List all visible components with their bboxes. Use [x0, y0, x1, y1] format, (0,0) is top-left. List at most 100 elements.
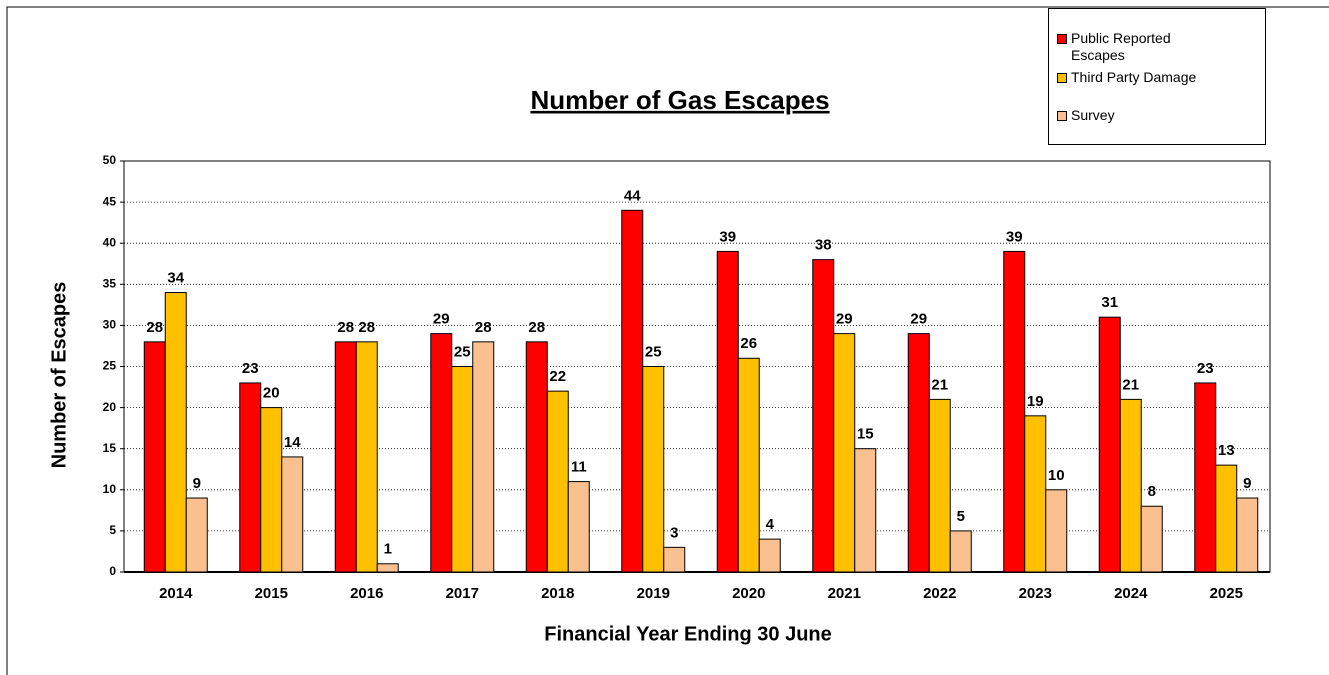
- bar: [928, 398, 951, 573]
- data-label: 39: [1006, 228, 1023, 245]
- bar: [833, 333, 856, 573]
- data-label: 28: [146, 319, 163, 336]
- data-label: 21: [931, 376, 948, 393]
- x-axis-label: Financial Year Ending 30 June: [544, 623, 832, 645]
- bar: [430, 333, 453, 573]
- bar: [185, 497, 208, 573]
- legend-swatch: [1057, 34, 1067, 44]
- data-label: 28: [528, 319, 545, 336]
- bar: [164, 292, 187, 573]
- bar: [716, 250, 739, 573]
- data-label: 5: [957, 508, 965, 525]
- bar: [1236, 497, 1259, 573]
- x-tick-label: 2015: [255, 585, 288, 602]
- bar: [546, 390, 569, 573]
- bar: [1045, 489, 1068, 573]
- bar: [1003, 250, 1026, 573]
- legend-swatch: [1057, 111, 1067, 121]
- data-label: 10: [1048, 467, 1065, 484]
- data-label: 9: [1243, 475, 1251, 492]
- bar: [355, 341, 378, 573]
- bar: [642, 366, 665, 573]
- x-tick-label: 2014: [159, 585, 193, 602]
- y-tick-label: 50: [103, 153, 117, 167]
- x-tick-label: 2017: [446, 585, 479, 602]
- y-tick-label: 45: [103, 194, 117, 208]
- bar: [663, 546, 686, 573]
- x-tick-label: 2021: [828, 585, 861, 602]
- bar: [239, 382, 262, 573]
- bar: [260, 407, 283, 573]
- data-label: 29: [836, 311, 853, 328]
- x-tick-label: 2022: [923, 585, 956, 602]
- data-label: 21: [1122, 376, 1139, 393]
- data-label: 28: [337, 319, 354, 336]
- bar: [281, 456, 304, 573]
- chart-title: Number of Gas Escapes: [530, 85, 829, 115]
- bar: [812, 259, 835, 573]
- y-tick-label: 15: [103, 441, 117, 455]
- data-label: 44: [624, 187, 641, 204]
- data-label: 29: [910, 311, 927, 328]
- y-tick-label: 35: [103, 276, 117, 290]
- data-label: 9: [193, 475, 201, 492]
- bar: [376, 563, 399, 573]
- legend-item: Third Party Damage: [1057, 69, 1251, 86]
- data-label: 31: [1101, 294, 1118, 311]
- data-label: 8: [1148, 483, 1156, 500]
- data-label: 14: [284, 434, 301, 451]
- y-tick-label: 20: [103, 400, 117, 414]
- x-tick-label: 2018: [541, 585, 574, 602]
- y-tick-label: 0: [109, 564, 116, 578]
- bar: [1194, 382, 1217, 573]
- bar: [472, 341, 495, 573]
- bar: [1119, 398, 1142, 573]
- bar: [1140, 505, 1163, 573]
- legend-label: Survey: [1071, 107, 1115, 123]
- bar: [143, 341, 166, 573]
- data-label: 29: [433, 311, 450, 328]
- bar: [621, 209, 644, 573]
- y-axis-label: Number of Escapes: [48, 282, 70, 469]
- data-label: 15: [857, 426, 874, 443]
- bar: [737, 357, 760, 573]
- bar: [1024, 415, 1047, 573]
- data-label: 39: [719, 228, 736, 245]
- y-tick-label: 30: [103, 318, 117, 332]
- bar: [949, 530, 972, 573]
- legend-label: Public Reported Escapes: [1071, 30, 1171, 63]
- data-label: 26: [740, 335, 757, 352]
- bar: [1215, 464, 1238, 573]
- data-label: 23: [242, 360, 259, 377]
- y-tick-label: 10: [103, 482, 117, 496]
- bar: [758, 538, 781, 573]
- data-label: 11: [571, 459, 587, 476]
- data-label: 34: [167, 269, 184, 286]
- bar: [451, 366, 474, 573]
- data-label: 1: [384, 541, 392, 558]
- data-label: 25: [454, 343, 471, 360]
- data-label: 23: [1197, 360, 1214, 377]
- bar: [854, 448, 877, 573]
- legend-item: Public Reported Escapes: [1057, 30, 1201, 64]
- x-tick-label: 2020: [732, 585, 765, 602]
- data-label: 20: [263, 385, 280, 402]
- bar: [567, 481, 590, 573]
- legend-item: Survey: [1057, 107, 1251, 124]
- bar: [525, 341, 548, 573]
- x-tick-label: 2024: [1114, 585, 1148, 602]
- x-tick-label: 2016: [350, 585, 383, 602]
- bar: [1098, 316, 1121, 573]
- bar: [907, 333, 930, 573]
- frame: [6, 6, 1329, 675]
- legend-swatch: [1057, 73, 1067, 83]
- data-label: 3: [670, 524, 678, 541]
- x-tick-label: 2025: [1210, 585, 1243, 602]
- data-label: 19: [1027, 393, 1044, 410]
- bar: [334, 341, 357, 573]
- data-label: 22: [549, 368, 566, 385]
- y-tick-label: 40: [103, 235, 117, 249]
- y-tick-label: 5: [109, 523, 116, 537]
